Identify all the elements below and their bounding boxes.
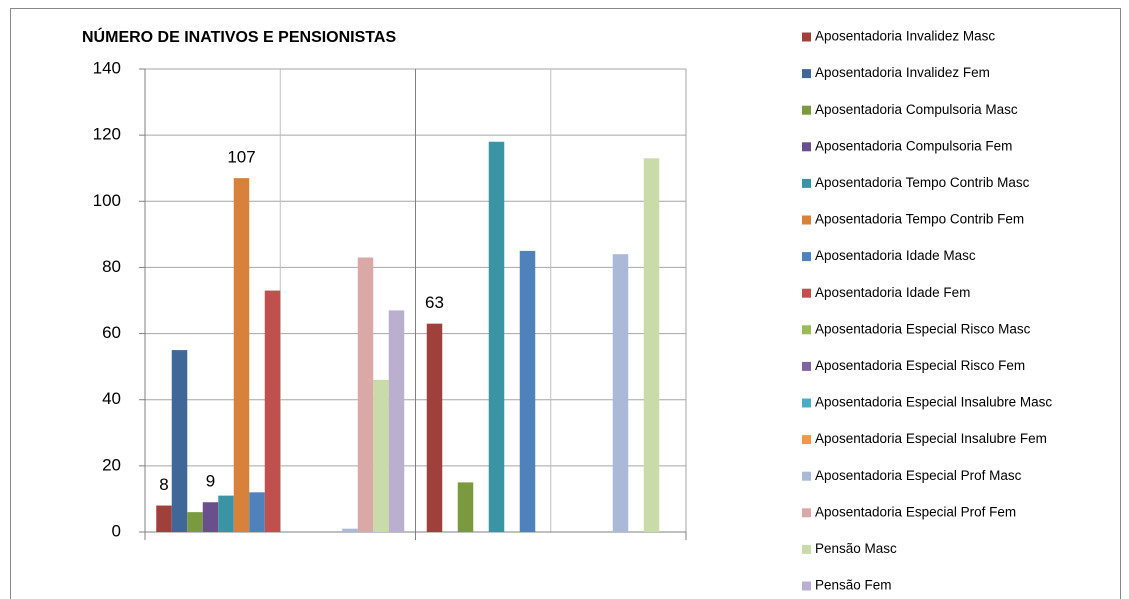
- data-label: 63: [425, 293, 444, 312]
- legend-label: Aposentadoria Especial Prof Fem: [815, 504, 1016, 519]
- legend-label: Aposentadoria Especial Prof Masc: [815, 468, 1022, 483]
- data-label: 8: [159, 475, 168, 494]
- legend-label: Aposentadoria Tempo Contrib Fem: [815, 212, 1024, 227]
- bar: [488, 141, 505, 532]
- legend-swatch: [802, 252, 811, 262]
- legend-swatch: [802, 508, 811, 518]
- y-tick-label: 20: [102, 455, 121, 474]
- y-tick-label: 60: [102, 323, 121, 342]
- legend-label: Pensão Masc: [815, 541, 897, 556]
- bar: [249, 492, 265, 532]
- legend-swatch: [802, 105, 811, 115]
- legend-label: Aposentadoria Invalidez Masc: [815, 29, 995, 44]
- legend-swatch: [802, 32, 811, 42]
- legend-swatch: [802, 361, 811, 371]
- bar: [202, 502, 219, 532]
- legend-swatch: [802, 435, 811, 445]
- legend-swatch: [802, 471, 811, 481]
- y-tick-label: 100: [93, 191, 121, 210]
- legend-label: Aposentadoria Compulsoria Fem: [815, 138, 1012, 153]
- legend-label: Aposentadoria Invalidez Fem: [815, 65, 990, 80]
- bar: [388, 310, 405, 532]
- bar: [519, 250, 536, 532]
- y-tick-label: 80: [102, 257, 121, 276]
- bar: [457, 482, 474, 532]
- chart-border: [10, 8, 1121, 599]
- legend-label: Aposentadoria Especial Insalubre Masc: [815, 395, 1052, 410]
- data-label: 107: [227, 148, 255, 167]
- legend-swatch: [802, 398, 811, 408]
- bar: [612, 254, 629, 532]
- y-tick-label: 0: [112, 521, 121, 540]
- y-tick-label: 40: [102, 389, 121, 408]
- legend-swatch: [802, 178, 811, 188]
- bar: [187, 512, 203, 532]
- legend-label: Aposentadoria Especial Risco Masc: [815, 321, 1031, 336]
- legend-swatch: [802, 544, 811, 554]
- legend-swatch: [802, 215, 811, 225]
- legend-swatch: [802, 581, 811, 591]
- bar: [643, 158, 660, 533]
- bar: [218, 495, 234, 532]
- legend-label: Aposentadoria Tempo Contrib Masc: [815, 175, 1030, 190]
- bar: [156, 505, 172, 532]
- chart-title: NÚMERO DE INATIVOS E PENSIONISTAS: [82, 27, 396, 46]
- data-label: 9: [206, 472, 215, 491]
- legend-label: Aposentadoria Idade Masc: [815, 248, 976, 263]
- bar: [357, 257, 374, 532]
- bar: [342, 528, 358, 532]
- bar: [264, 290, 281, 532]
- bar: [373, 379, 389, 532]
- legend-label: Pensão Fem: [815, 578, 892, 593]
- legend-swatch: [802, 325, 811, 335]
- legend-label: Aposentadoria Especial Risco Fem: [815, 358, 1025, 373]
- bar: [171, 350, 188, 532]
- y-tick-label: 140: [93, 58, 121, 77]
- legend-swatch: [802, 142, 811, 152]
- y-tick-label: 120: [93, 125, 121, 144]
- legend-label: Aposentadoria Especial Insalubre Fem: [815, 431, 1047, 446]
- legend-label: Aposentadoria Compulsoria Masc: [815, 102, 1018, 117]
- legend-label: Aposentadoria Idade Fem: [815, 285, 970, 300]
- legend-swatch: [802, 288, 811, 298]
- bar: [233, 178, 250, 532]
- bar: [426, 323, 443, 532]
- legend-swatch: [802, 69, 811, 79]
